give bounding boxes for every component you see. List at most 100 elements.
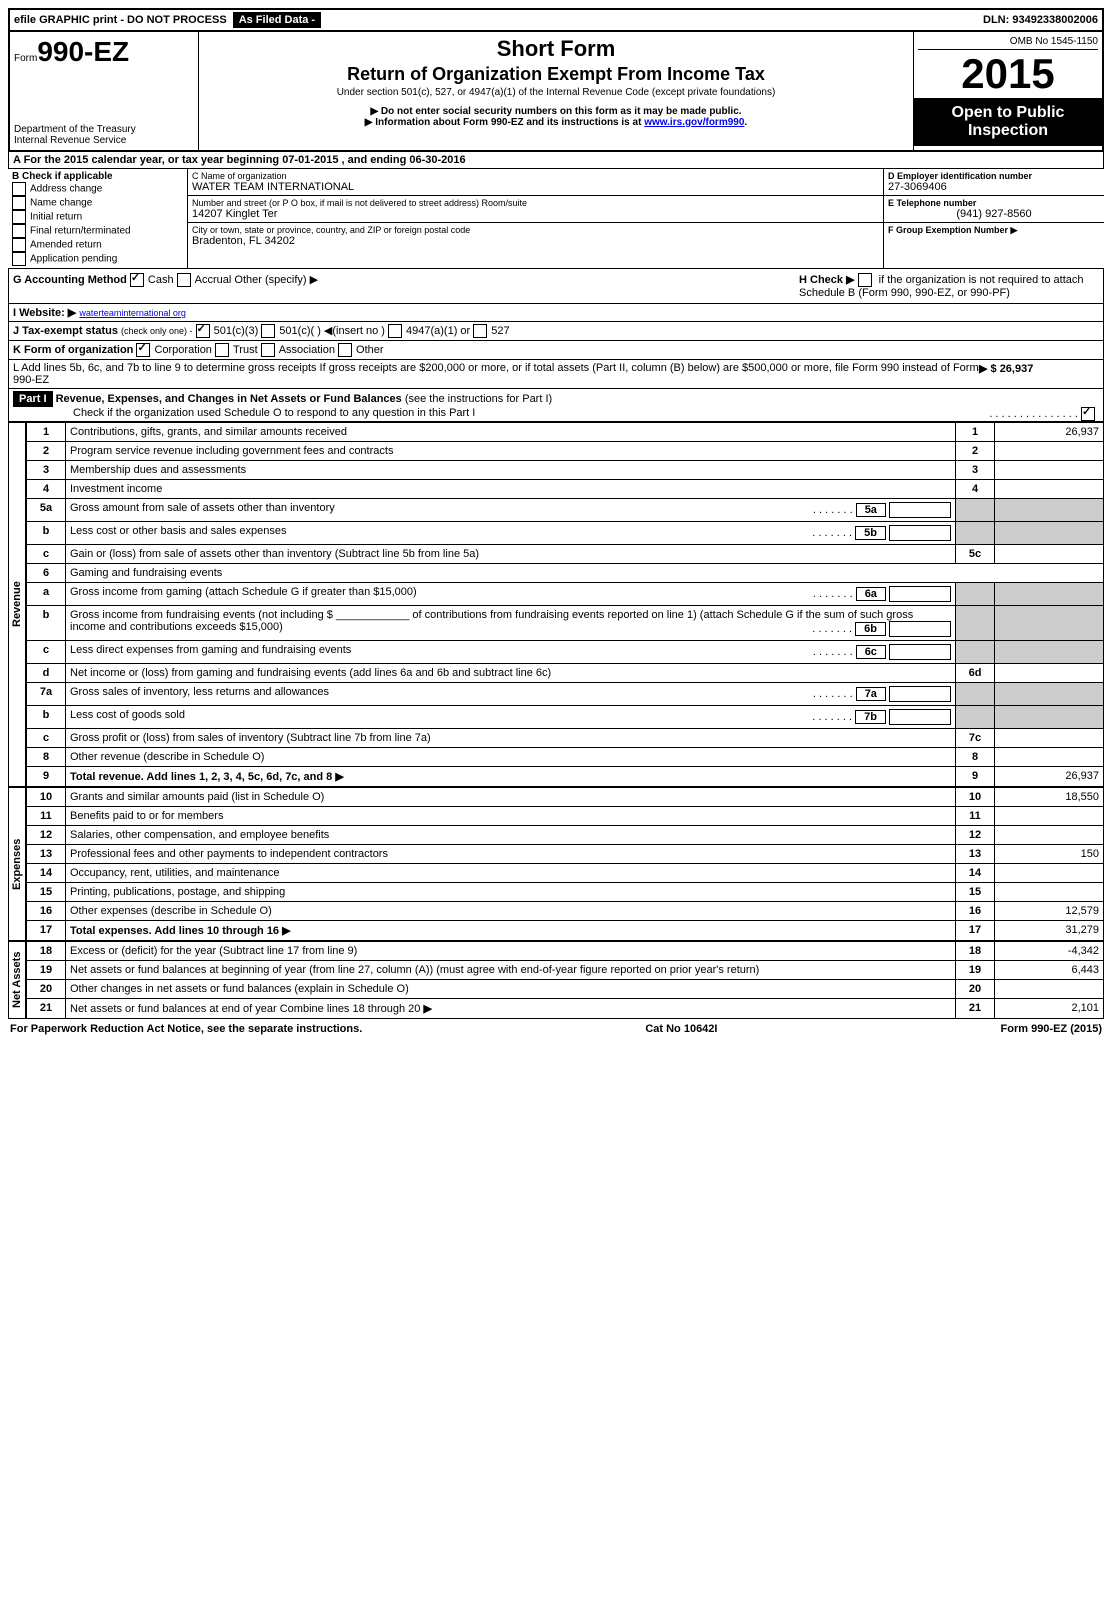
line-desc: Total expenses. Add lines 10 through 16 … (66, 921, 956, 941)
form-prefix: Form (14, 53, 37, 64)
expenses-label: Expenses (8, 787, 26, 941)
line-ref: 10 (956, 788, 995, 807)
line-ref: 20 (956, 980, 995, 999)
line-desc: Printing, publications, postage, and shi… (66, 883, 956, 902)
line-desc: Salaries, other compensation, and employ… (66, 826, 956, 845)
line-desc: Other changes in net assets or fund bala… (66, 980, 956, 999)
line-ref: 16 (956, 902, 995, 921)
info-grid: B Check if applicable Address changeName… (8, 169, 1104, 269)
line-desc: Other revenue (describe in Schedule O) (66, 748, 956, 767)
line-amount: -4,342 (995, 942, 1104, 961)
j-checkbox[interactable] (196, 324, 210, 338)
line-number: 9 (27, 767, 66, 787)
line-number: 18 (27, 942, 66, 961)
line-number: 7a (27, 683, 66, 706)
footer: For Paperwork Reduction Act Notice, see … (8, 1019, 1104, 1039)
line-desc: Contributions, gifts, grants, and simila… (66, 423, 956, 442)
line-number: 2 (27, 442, 66, 461)
k-checkbox[interactable] (338, 343, 352, 357)
line-ref: 14 (956, 864, 995, 883)
line-number: c (27, 729, 66, 748)
line-ref: 4 (956, 480, 995, 499)
main-title: Return of Organization Exempt From Incom… (207, 64, 905, 85)
line-amount: 31,279 (995, 921, 1104, 941)
line-amount: 2,101 (995, 999, 1104, 1019)
cash-checkbox[interactable] (130, 273, 144, 287)
section-c: C Name of organization WATER TEAM INTERN… (188, 169, 884, 268)
netassets-container: Net Assets 18 Excess or (deficit) for th… (8, 941, 1104, 1019)
phone: (941) 927-8560 (888, 208, 1100, 220)
line-a: A For the 2015 calendar year, or tax yea… (8, 152, 1104, 169)
dln-label: DLN: 93492338002006 (983, 14, 1098, 26)
line-ref: 12 (956, 826, 995, 845)
h-checkbox[interactable] (858, 273, 872, 287)
line-amount (995, 729, 1104, 748)
dept-label: Department of the Treasury (14, 124, 194, 135)
line-desc: Gross sales of inventory, less returns a… (66, 683, 956, 706)
line-number: a (27, 583, 66, 606)
line-amount (995, 883, 1104, 902)
section-gh: G Accounting Method Cash Accrual Other (… (8, 269, 1104, 304)
line-ref: 6d (956, 664, 995, 683)
b-checkbox[interactable] (12, 238, 26, 252)
line-desc: Program service revenue including govern… (66, 442, 956, 461)
line-ref: 7c (956, 729, 995, 748)
k-checkbox[interactable] (215, 343, 229, 357)
footer-center: Cat No 10642I (645, 1023, 717, 1035)
section-k: K Form of organization Corporation Trust… (8, 341, 1104, 360)
line-ref: 5c (956, 545, 995, 564)
schedule-o-checkbox[interactable] (1081, 407, 1095, 421)
line-desc: Other expenses (describe in Schedule O) (66, 902, 956, 921)
line-desc: Gross income from gaming (attach Schedul… (66, 583, 956, 606)
line-desc: Membership dues and assessments (66, 461, 956, 480)
line-ref: 13 (956, 845, 995, 864)
b-checkbox[interactable] (12, 210, 26, 224)
line-number: c (27, 641, 66, 664)
accrual-checkbox[interactable] (177, 273, 191, 287)
line-number: 6 (27, 564, 66, 583)
line-desc: Less direct expenses from gaming and fun… (66, 641, 956, 664)
k-checkbox[interactable] (136, 343, 150, 357)
b-checkbox[interactable] (12, 252, 26, 266)
section-l: L Add lines 5b, 6c, and 7b to line 9 to … (8, 360, 1104, 389)
gross-receipts: ▶ $ 26,937 (979, 362, 1099, 386)
line-ref: 1 (956, 423, 995, 442)
b-checkbox[interactable] (12, 182, 26, 196)
line-desc: Net income or (loss) from gaming and fun… (66, 664, 956, 683)
asfiled-label: As Filed Data - (233, 12, 321, 28)
j-checkbox[interactable] (473, 324, 487, 338)
line-desc: Gross amount from sale of assets other t… (66, 499, 956, 522)
footer-right: Form 990-EZ (2015) (1001, 1023, 1102, 1035)
line-amount (995, 826, 1104, 845)
omb-number: OMB No 1545-1150 (918, 36, 1098, 50)
line-ref: 8 (956, 748, 995, 767)
revenue-label: Revenue (8, 422, 26, 787)
line-amount: 26,937 (995, 767, 1104, 787)
form-header: Form990-EZ Department of the Treasury In… (8, 32, 1104, 152)
line-number: c (27, 545, 66, 564)
line-desc: Excess or (deficit) for the year (Subtra… (66, 942, 956, 961)
section-b: B Check if applicable Address changeName… (8, 169, 188, 268)
ein: 27-3069406 (888, 181, 1100, 193)
b-checkbox[interactable] (12, 196, 26, 210)
lines-container: Revenue 1 Contributions, gifts, grants, … (8, 422, 1104, 787)
line-desc: Benefits paid to or for members (66, 807, 956, 826)
section-def: D Employer identification number 27-3069… (884, 169, 1104, 268)
short-form-title: Short Form (207, 36, 905, 62)
netassets-table: 18 Excess or (deficit) for the year (Sub… (26, 941, 1104, 1019)
line-desc: Occupancy, rent, utilities, and maintena… (66, 864, 956, 883)
line-number: 11 (27, 807, 66, 826)
line-ref: 9 (956, 767, 995, 787)
b-checkbox[interactable] (12, 224, 26, 238)
website-link[interactable]: waterteaminternational org (79, 308, 186, 318)
j-checkbox[interactable] (261, 324, 275, 338)
j-checkbox[interactable] (388, 324, 402, 338)
revenue-table: 1 Contributions, gifts, grants, and simi… (26, 422, 1104, 787)
irs-link[interactable]: www.irs.gov/form990 (644, 117, 744, 128)
line-amount: 6,443 (995, 961, 1104, 980)
form-number: 990-EZ (37, 36, 129, 67)
k-checkbox[interactable] (261, 343, 275, 357)
open-public-badge: Open to Public Inspection (914, 98, 1102, 146)
line-number: 20 (27, 980, 66, 999)
line-desc: Net assets or fund balances at end of ye… (66, 999, 956, 1019)
